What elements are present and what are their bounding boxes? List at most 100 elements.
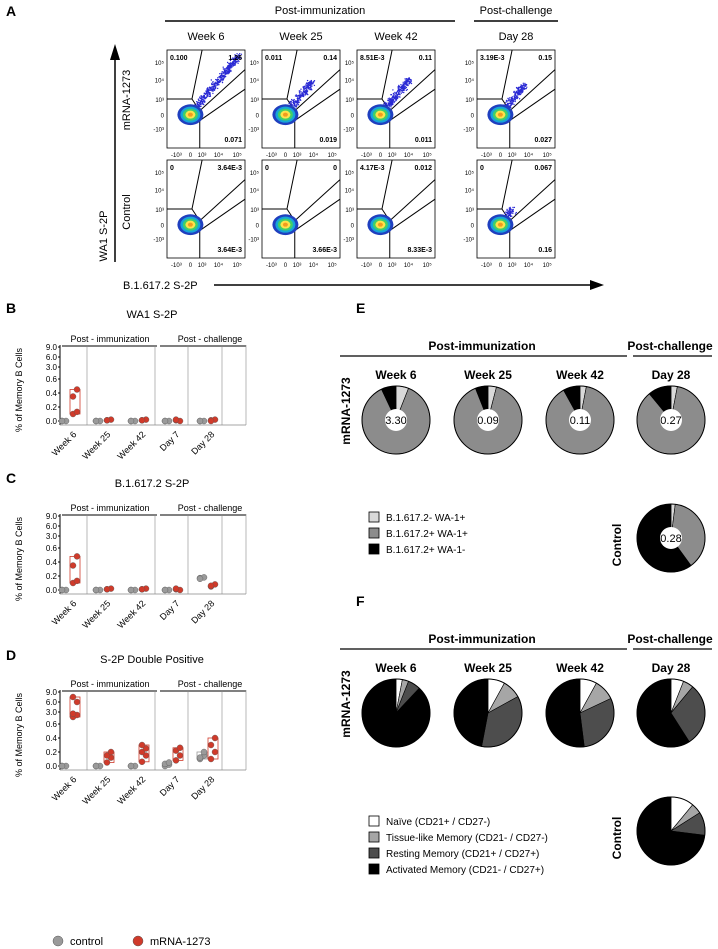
pie-center-hole [569,409,591,431]
event-dot [213,89,216,92]
event-dot [199,96,201,98]
flow-plot-0-3: 10⁵ 10⁴ 10³ 0 -10³ -10³ 0 10³ 10⁴ 10⁵ 3.19E-3 0.15 0… [463,49,556,159]
event-dot [298,91,301,94]
event-dot [520,87,523,89]
event-dot [240,57,242,59]
y-tick-label: 3.0 [46,708,58,717]
event-dot [307,93,309,96]
group-label-post-challenge: Post - challenge [178,503,243,513]
pie-outline [453,678,523,748]
legend-label: B.1.617.2+ WA-1- [386,545,465,556]
event-dot [518,86,521,89]
event-dot [402,81,404,84]
x-tick-label: 10⁵ [423,152,433,159]
pie-center-hole [385,409,407,431]
gate-line [286,159,298,210]
y-tick-label: 0.4 [46,389,58,398]
quadrant-lower-right-value: 0.019 [319,137,337,144]
quadrant-upper-left-value: 8.51E-3 [360,55,385,62]
event-dot [297,104,300,106]
event-dot [296,103,298,106]
panel-letter-d: D [6,647,16,663]
event-dot [400,92,402,95]
event-dot [299,94,301,96]
event-dot [401,91,403,93]
pie-e-mrna-1273-2: 0.11 [545,385,615,455]
event-dot [509,100,511,102]
x-tick-label: -10³ [481,153,492,159]
mrna-1273-point [142,752,150,759]
gate-line [501,159,513,210]
y-tick-label: 0.4 [46,558,58,567]
y-tick-label: 10⁵ [465,170,475,177]
y-tick-label: 0.0 [46,586,58,595]
event-dot [507,102,509,105]
event-dot [394,91,396,94]
pie-outline [636,503,706,573]
event-dot [521,90,523,93]
event-dot [394,98,397,101]
event-dot [505,214,508,216]
pie-outline [545,678,615,748]
event-dot [238,55,241,58]
mrna-1273-point [103,417,111,424]
event-dot [298,98,300,100]
y-tick-label: 0.6 [46,544,58,553]
event-dot [238,60,240,63]
panel-a-timepoint-3: Day 28 [499,31,534,43]
gate-line [294,69,341,112]
event-dot [396,95,398,97]
event-dot [398,93,400,96]
event-dot [300,91,302,93]
event-dot [289,103,291,105]
x-tick-label: 10⁴ [404,152,414,159]
y-tick-label: 0 [471,114,475,120]
event-dot [209,89,212,92]
mrna-1273-point [172,416,180,423]
panel-letter-f: F [356,593,365,609]
event-dot [398,85,401,88]
x-tick-label: Day 28 [189,598,216,625]
event-dot [310,79,312,82]
density-contour [187,112,193,117]
group-label-post-challenge: Post - challenge [178,679,243,689]
pie-f-control-3 [636,796,706,866]
event-dot [203,99,205,102]
legend-swatch [368,511,380,523]
event-dot [507,212,509,215]
gate-line [294,179,341,222]
event-dot [402,83,404,85]
x-tick-label: -10³ [171,153,182,159]
density-contour [282,222,288,227]
density-contour [377,112,383,117]
event-dot [303,86,305,88]
event-dot [307,86,310,88]
event-dot [390,98,392,100]
event-dot [201,101,203,104]
event-dot [209,93,211,95]
event-dot [305,91,308,93]
event-dot [510,103,512,105]
x-tick-label: 0 [379,153,383,159]
pie-col-title: Week 6 [375,368,416,382]
event-dot [397,93,399,96]
quadrant-upper-right-value: 0.067 [534,165,552,172]
quadrant-upper-right-value: 0 [333,165,337,172]
event-dot [299,92,301,95]
event-dot [400,84,402,86]
panels-bcd-memory-b-cell-plots: WA1 S-2P Post - immunization Post - challe… [14,309,247,948]
event-dot [310,82,313,85]
event-dot [225,73,228,75]
event-dot [518,90,521,92]
y-tick-label: 10³ [465,208,474,214]
event-dot [294,95,297,97]
y-axis-label: % of Memory B Cells [14,692,24,777]
event-dot [509,206,511,209]
legend-label: Activated Memory (CD21- / CD27+) [386,865,544,876]
x-tick-label: 0 [284,263,288,269]
event-dot [394,100,397,102]
pie-group-post-challenge: Post-challenge [627,632,713,646]
event-dot [239,57,241,59]
y-tick-label: 10⁴ [250,187,260,194]
quadrant-upper-right-value: 0.15 [538,55,552,62]
